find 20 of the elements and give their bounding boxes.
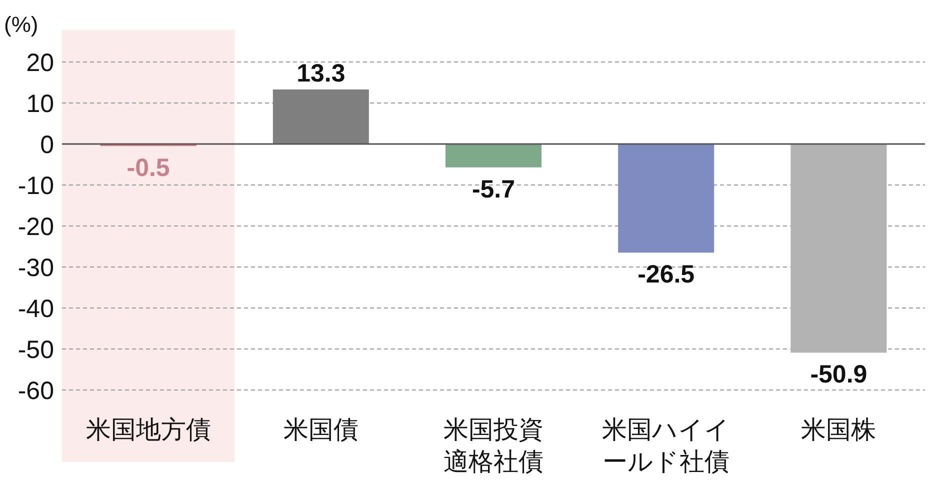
x-tick-label: 米国債 [283, 416, 358, 444]
data-label: -5.7 [472, 175, 516, 204]
x-tick-label: 米国ハイイールド社債 [602, 416, 730, 476]
y-tick-label: 20 [26, 49, 54, 77]
y-tick-label: -20 [18, 213, 54, 241]
y-tick-label: -10 [18, 172, 54, 200]
data-label: -26.5 [638, 260, 695, 289]
y-tick-label: -50 [18, 336, 54, 364]
y-tick-label: -40 [18, 295, 54, 323]
y-tick-label: -30 [18, 254, 54, 282]
x-tick-label: 米国投資適格社債 [444, 416, 544, 476]
y-axis-title: (%) [4, 12, 38, 37]
x-tick-label: 米国株 [801, 416, 876, 444]
x-tick-label: 米国地方債 [86, 416, 211, 444]
data-label: -0.5 [126, 154, 170, 182]
data-label: 13.3 [296, 59, 346, 88]
y-tick-label: 0 [40, 131, 54, 159]
y-tick-label: -60 [18, 377, 54, 405]
data-label: -50.9 [810, 360, 868, 389]
y-tick-label: 10 [26, 90, 54, 118]
